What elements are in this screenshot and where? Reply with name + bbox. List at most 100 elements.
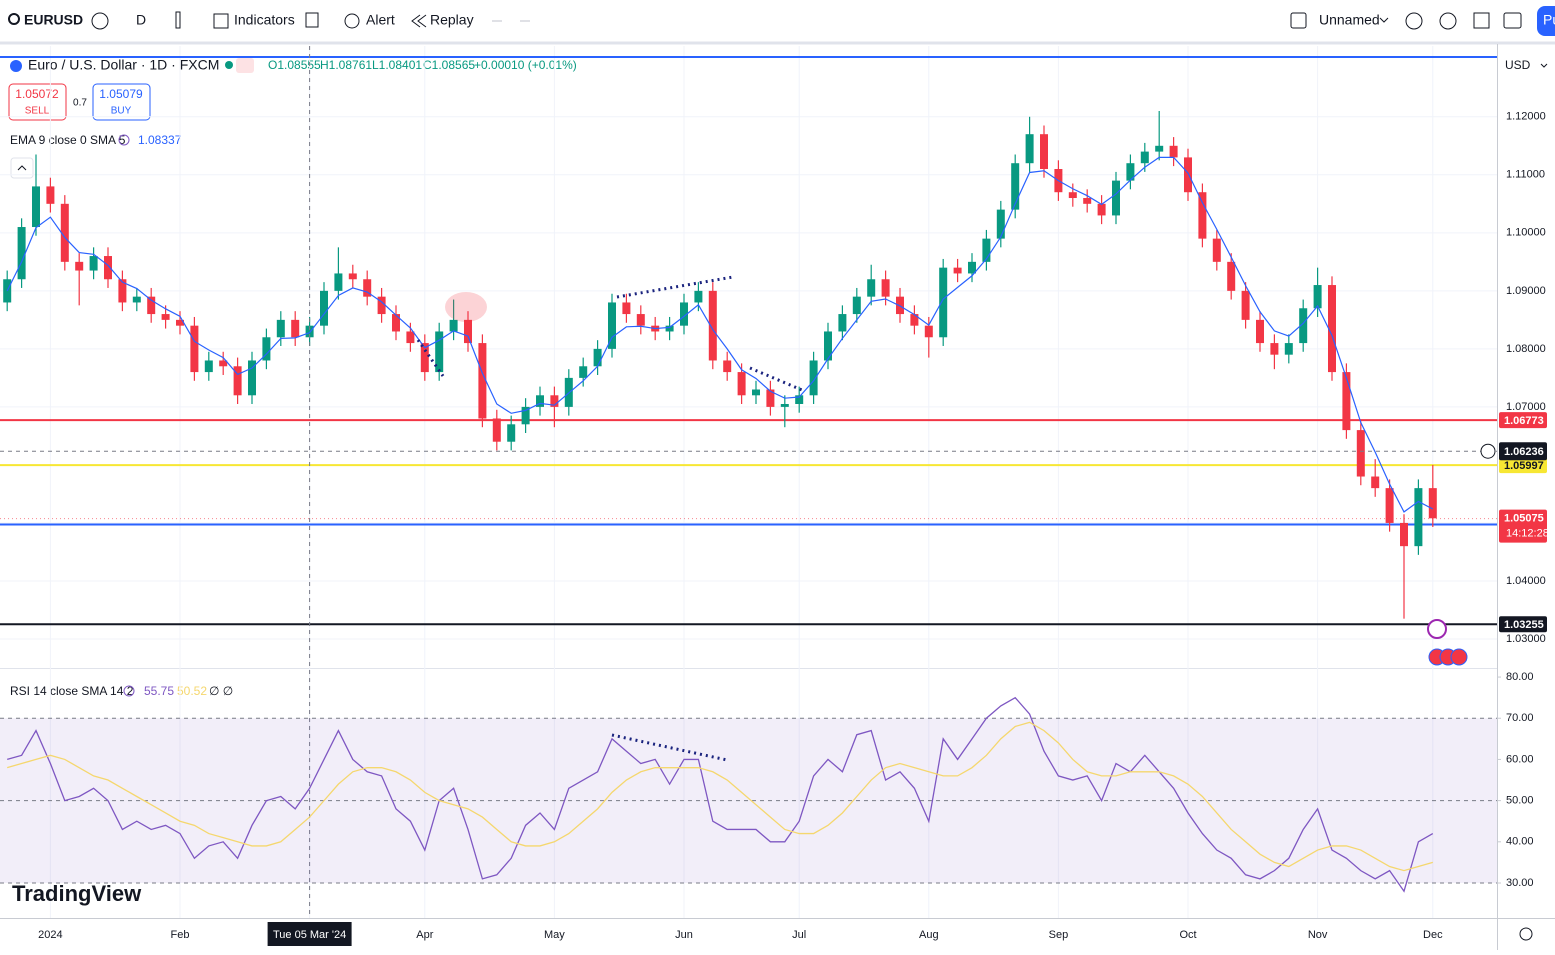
templates-icon[interactable] — [305, 12, 319, 28]
indicators-icon[interactable] — [213, 13, 229, 29]
crosshair-plus — [1480, 443, 1496, 459]
symbol-flag — [10, 60, 22, 72]
candle-body — [492, 418, 501, 442]
y-tick-label: 50.00 — [1506, 795, 1534, 807]
layout-dropdown[interactable] — [1379, 17, 1389, 23]
x-tick-label: Apr — [416, 929, 433, 941]
candle-body — [233, 366, 242, 396]
economic-event[interactable] — [1450, 648, 1468, 666]
candle-body — [924, 325, 933, 338]
candle-body — [824, 331, 832, 361]
candle-body — [377, 296, 386, 315]
collapse-icon[interactable] — [17, 165, 27, 171]
layout-checkbox[interactable] — [1290, 12, 1307, 29]
candle-body — [75, 261, 84, 271]
candle-body — [118, 279, 127, 303]
candle-body — [190, 325, 199, 373]
buy-price[interactable]: 1.05079 — [99, 87, 143, 101]
candle-body — [17, 227, 26, 280]
replay-icon[interactable] — [411, 14, 427, 28]
candle-body — [1083, 198, 1092, 204]
y-tick-label: 1.10000 — [1506, 227, 1546, 239]
candle-body — [291, 319, 300, 338]
candle-body — [809, 360, 818, 396]
alert-badge — [236, 58, 254, 73]
y-tick-label: 40.00 — [1506, 836, 1534, 848]
candle-body — [982, 238, 991, 262]
candle-body — [910, 314, 919, 326]
settings-icon[interactable] — [1439, 12, 1457, 30]
axis-settings[interactable] — [1519, 927, 1533, 941]
ema-legend: EMA 9 close 0 SMA 5 — [10, 133, 126, 147]
y-tick-label: 1.12000 — [1506, 111, 1546, 123]
currency[interactable]: USD — [1505, 58, 1531, 72]
candle-body — [104, 256, 112, 280]
buy-button[interactable] — [92, 83, 151, 121]
add-symbol[interactable] — [91, 12, 109, 30]
indicators-button[interactable]: Indicators — [234, 12, 295, 28]
ohlc-close: C1.08565 — [423, 58, 475, 72]
candle-body — [1068, 192, 1077, 199]
snapshot-icon[interactable] — [1503, 12, 1522, 29]
x-tick-label: Sep — [1049, 929, 1069, 941]
candle-body — [449, 319, 458, 332]
y-tick-label: 1.07000 — [1506, 401, 1546, 413]
level-label-bg — [1499, 457, 1547, 474]
ohlc-change: +0.00010 (+0.01%) — [474, 58, 577, 72]
collapse-legend[interactable] — [10, 157, 34, 179]
search-icon[interactable] — [8, 13, 20, 25]
candle-body — [248, 360, 256, 396]
y-tick-label: 1.04000 — [1506, 575, 1546, 587]
buy-label[interactable]: BUY — [111, 106, 132, 117]
crosshair-price-bg — [1499, 442, 1547, 461]
candle-body — [953, 267, 962, 274]
y-tick-label: 1.03000 — [1506, 633, 1546, 645]
alert-icon[interactable] — [344, 13, 360, 29]
sell-button[interactable] — [8, 83, 67, 121]
chart-type-icon[interactable] — [175, 11, 181, 29]
candle-body — [593, 348, 602, 367]
interval[interactable]: D — [136, 12, 146, 28]
candle-body — [579, 366, 588, 378]
quick-search[interactable] — [1405, 12, 1423, 30]
y-tick-label: 80.00 — [1506, 671, 1534, 683]
candle-body — [996, 209, 1005, 239]
crosshair-price: 1.06236 — [1504, 446, 1544, 458]
ema-line — [6, 156, 1434, 513]
x-tick-label: Jun — [675, 929, 693, 941]
last-price-bg — [1499, 509, 1547, 543]
alert-button[interactable]: Alert — [366, 12, 395, 28]
x-tick-label: May — [544, 929, 565, 941]
symbol[interactable]: EURUSD — [24, 12, 83, 28]
y-tick-label: 1.09000 — [1506, 285, 1546, 297]
rsi-icon — [123, 685, 135, 697]
chart-title: Euro / U.S. Dollar · 1D · FXCM — [28, 57, 219, 73]
candle-body — [723, 360, 732, 373]
level-label: 1.03255 — [1504, 619, 1544, 631]
candle-body — [622, 302, 631, 315]
x-tick-label: Aug — [919, 929, 939, 941]
candle-body — [204, 360, 213, 373]
publish-button[interactable] — [1537, 6, 1555, 36]
candle-body — [276, 319, 285, 338]
candle-body — [521, 406, 530, 425]
ohlc-open: O1.08555 — [268, 58, 321, 72]
ohlc-high: H1.08761 — [320, 58, 372, 72]
event-icon[interactable] — [1427, 619, 1447, 639]
candle-body — [1328, 285, 1336, 373]
currency-dropdown[interactable] — [1540, 63, 1548, 68]
candle-body — [1241, 290, 1250, 320]
market-status — [225, 61, 233, 69]
level-label-bg — [1499, 616, 1547, 633]
publish-label[interactable]: Pu — [1543, 12, 1555, 28]
sell-label[interactable]: SELL — [25, 106, 50, 117]
fullscreen-icon[interactable] — [1473, 12, 1490, 29]
replay-button[interactable]: Replay — [430, 12, 474, 28]
candle-body — [176, 319, 184, 326]
layout-name[interactable]: Unnamed — [1319, 12, 1380, 28]
candle-body — [1428, 488, 1437, 519]
sell-price[interactable]: 1.05072 — [15, 87, 59, 101]
ema-value: 1.08337 — [138, 133, 182, 147]
countdown: 14:12:28 — [1506, 527, 1549, 539]
